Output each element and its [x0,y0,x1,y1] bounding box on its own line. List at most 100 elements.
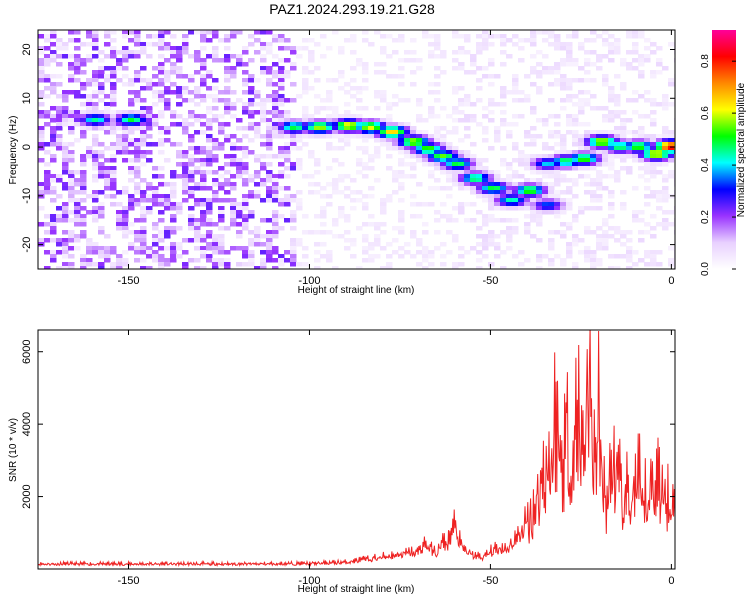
heatmap-cell [608,194,615,199]
heatmap-cell [458,166,465,171]
heatmap-cell [608,58,615,63]
heatmap-cell [272,98,279,103]
heatmap-cell [362,202,369,207]
heatmap-cell [74,206,81,211]
heatmap-cell [296,118,303,123]
heatmap-cell [266,194,273,199]
heatmap-cell [404,98,411,103]
heatmap-cell [194,246,201,251]
heatmap-cell [488,170,495,175]
heatmap-cell [536,218,543,223]
heatmap-cell [410,126,417,131]
heatmap-cell [428,250,435,255]
heatmap-cell [614,126,621,131]
heatmap-cell [80,94,87,99]
heatmap-cell [68,190,75,195]
heatmap-cell [212,250,219,255]
heatmap-cell [188,90,195,95]
heatmap-cell [158,70,165,75]
heatmap-cell [650,122,657,127]
heatmap-cell [422,246,429,251]
heatmap-cell [266,238,273,243]
heatmap-cell [392,38,399,43]
heatmap-cell [560,198,567,203]
heatmap-cell [326,194,333,199]
heatmap-cell [212,258,219,263]
heatmap-cell [326,118,333,123]
heatmap-cell [86,258,93,263]
heatmap-cell [98,210,105,215]
heatmap-cell [278,70,285,75]
heatmap-cell [254,78,261,83]
heatmap-cell [644,230,651,235]
heatmap-cell [386,114,393,119]
heatmap-cell [530,182,537,187]
heatmap-cell [200,222,207,227]
heatmap-cell [320,214,327,219]
heatmap-cell [590,230,597,235]
heatmap-cell [68,158,75,163]
heatmap-cell [86,262,93,267]
heatmap-cell [536,254,543,259]
heatmap-cell [662,190,669,195]
heatmap-cell [620,82,627,87]
heatmap-cell [176,142,183,147]
heatmap-cell [596,54,603,59]
heatmap-cell [50,254,57,259]
heatmap-cell [506,202,513,207]
heatmap-cell [662,198,669,203]
heatmap-cell [44,214,51,219]
heatmap-cell [44,222,51,227]
heatmap-cell [50,226,57,231]
heatmap-cell [302,86,309,91]
heatmap-cell [500,158,507,163]
heatmap-cell [470,162,477,167]
heatmap-cell [446,214,453,219]
heatmap-cell [296,198,303,203]
heatmap-cell [440,262,447,267]
heatmap-cell [200,214,207,219]
heatmap-cell [602,246,609,251]
heatmap-cell [92,162,99,167]
heatmap-cell [398,170,405,175]
heatmap-cell [470,142,477,147]
heatmap-cell [188,218,195,223]
heatmap-cell [284,194,291,199]
heatmap-cell [218,130,225,135]
heatmap-cell [536,182,543,187]
heatmap-cell [68,54,75,59]
heatmap-cell [74,138,81,143]
heatmap-cell [548,70,555,75]
heatmap-cell [128,230,135,235]
heatmap-cell [362,30,369,35]
heatmap-cell [284,142,291,147]
heatmap-cell [554,78,561,83]
heatmap-cell [80,58,87,63]
heatmap-cell [602,74,609,79]
heatmap-cell [104,102,111,107]
heatmap-cell [134,94,141,99]
heatmap-cell [74,30,81,35]
heatmap-cell [254,226,261,231]
heatmap-cell [374,70,381,75]
heatmap-cell [128,118,135,123]
heatmap-cell [332,182,339,187]
heatmap-cell [518,154,525,159]
heatmap-cell [74,54,81,59]
heatmap-cell [302,174,309,179]
heatmap-cell [134,198,141,203]
heatmap-cell [290,142,297,147]
heatmap-cell [272,186,279,191]
heatmap-cell [548,246,555,251]
heatmap-cell [452,118,459,123]
heatmap-cell [98,82,105,87]
heatmap-cell [626,66,633,71]
heatmap-cell [380,46,387,51]
heatmap-cell [614,238,621,243]
heatmap-cell [596,182,603,187]
heatmap-cell [560,206,567,211]
heatmap-cell [446,130,453,135]
heatmap-cell [152,118,159,123]
heatmap-cell [146,110,153,115]
